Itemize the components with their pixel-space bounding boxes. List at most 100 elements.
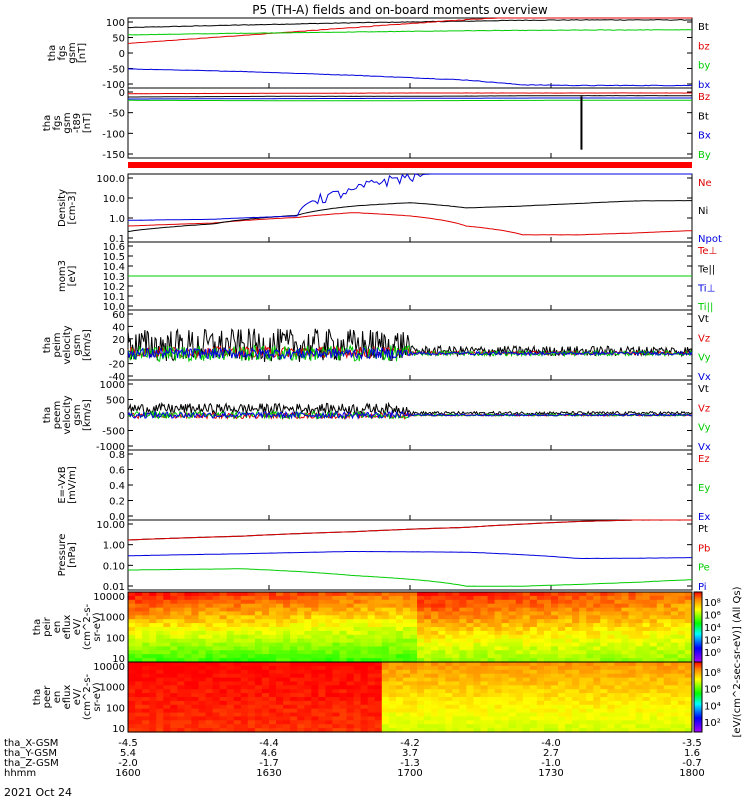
heatmap-cell: [677, 669, 686, 675]
heatmap-cell: [184, 619, 192, 624]
legend-Vt: Vt: [698, 384, 709, 395]
heatmap-cell: [494, 677, 503, 683]
heatmap-cell: [381, 630, 390, 636]
heatmap-cell: [684, 630, 693, 636]
heatmap-cell: [177, 599, 185, 605]
heatmap-cell: [670, 642, 679, 648]
heatmap-cell: [226, 728, 235, 733]
heatmap-cell: [635, 619, 644, 624]
heatmap-cell: [410, 627, 418, 632]
heatmap-cell: [170, 662, 178, 667]
heatmap-cell: [600, 665, 608, 671]
heatmap-cell: [254, 592, 263, 597]
heatmap-cell: [670, 646, 679, 651]
heatmap-cell: [163, 595, 171, 601]
heatmap-cell: [558, 689, 566, 694]
heatmap-cell: [677, 646, 686, 651]
heatmap-cell: [473, 720, 481, 725]
heatmap-cell: [226, 681, 235, 686]
heatmap-cell: [579, 619, 587, 624]
heatmap-cell: [410, 592, 418, 597]
heatmap-cell: [438, 615, 446, 620]
heatmap-cell: [459, 638, 467, 644]
heatmap-cell: [656, 704, 665, 710]
heatmap-cell: [128, 697, 136, 702]
heatmap-cell: [346, 638, 355, 644]
heatmap-cell: [367, 697, 376, 702]
heatmap-cell: [304, 634, 312, 640]
heatmap-cell: [445, 716, 453, 721]
ytick-label: 100: [106, 703, 125, 714]
heatmap-cell: [515, 697, 524, 702]
heatmap-cell: [353, 693, 362, 698]
heatmap-cell: [142, 592, 150, 597]
heatmap-cell: [424, 630, 432, 636]
heatmap-cell: [600, 646, 608, 651]
ylabel-line: [mV/m]: [67, 466, 78, 504]
heatmap-cell: [283, 623, 291, 628]
heatmap-cell: [332, 623, 340, 628]
heatmap-cell: [628, 693, 637, 698]
heatmap-cell: [332, 716, 340, 721]
heatmap-cell: [283, 599, 291, 605]
heatmap-cell: [621, 669, 630, 675]
heatmap-cell: [677, 662, 686, 667]
ylabel-line: -t89: [72, 113, 83, 133]
heatmap-cell: [487, 634, 496, 640]
heatmap-cell: [452, 662, 460, 667]
heatmap-cell: [170, 712, 178, 718]
heatmap-cell: [219, 627, 228, 632]
heatmap-cell: [163, 665, 171, 671]
heatmap-cell: [311, 712, 319, 718]
heatmap-cell: [607, 630, 615, 636]
heatmap-cell: [480, 603, 489, 609]
heatmap-cell: [529, 677, 538, 683]
heatmap-cell: [395, 650, 404, 655]
heatmap-cell: [480, 685, 489, 690]
heatmap-cell: [677, 728, 686, 733]
heatmap-cell: [128, 650, 136, 655]
heatmap-cell: [261, 650, 270, 655]
heatmap-cell: [572, 708, 580, 714]
heatmap-cell: [170, 650, 178, 655]
heatmap-cell: [163, 658, 171, 663]
heatmap-cell: [445, 646, 453, 651]
heatmap-cell: [501, 634, 510, 640]
heatmap-cell: [297, 720, 305, 725]
heatmap-cell: [339, 697, 348, 702]
heatmap-cell: [508, 697, 517, 702]
heatmap-cell: [410, 720, 418, 725]
heatmap-cell: [388, 615, 397, 620]
heatmap-cell: [494, 627, 503, 632]
heatmap-cell: [395, 681, 404, 686]
heatmap-cell: [536, 638, 545, 644]
heatmap-cell: [677, 634, 686, 640]
heatmap-cell: [339, 611, 348, 616]
heatmap-cell: [163, 728, 171, 733]
heatmap-cell: [515, 642, 524, 648]
heatmap-cell: [247, 642, 256, 648]
heatmap-cell: [656, 728, 665, 733]
heatmap-cell: [649, 665, 658, 671]
heatmap-cell: [522, 615, 531, 620]
heatmap-cell: [586, 665, 594, 671]
heatmap-cell: [544, 603, 552, 609]
heatmap-cell: [325, 669, 333, 675]
heatmap-cell: [304, 611, 312, 616]
heatmap-cell: [494, 708, 503, 714]
ylabel-line: en: [52, 691, 63, 704]
heatmap-cell: [677, 658, 686, 663]
heatmap-cell: [381, 654, 390, 659]
heatmap-cell: [642, 669, 651, 675]
ytick-label: 0.4: [109, 481, 125, 492]
heatmap-cell: [135, 669, 143, 675]
heatmap-cell: [459, 603, 467, 609]
heatmap-cell: [269, 642, 277, 648]
heatmap-cell: [480, 669, 489, 675]
heatmap-cell: [135, 623, 143, 628]
heatmap-cell: [311, 673, 319, 679]
heatmap-cell: [318, 595, 326, 601]
heatmap-cell: [325, 724, 333, 729]
heatmap-cell: [628, 724, 637, 729]
heatmap-cell: [212, 630, 221, 636]
